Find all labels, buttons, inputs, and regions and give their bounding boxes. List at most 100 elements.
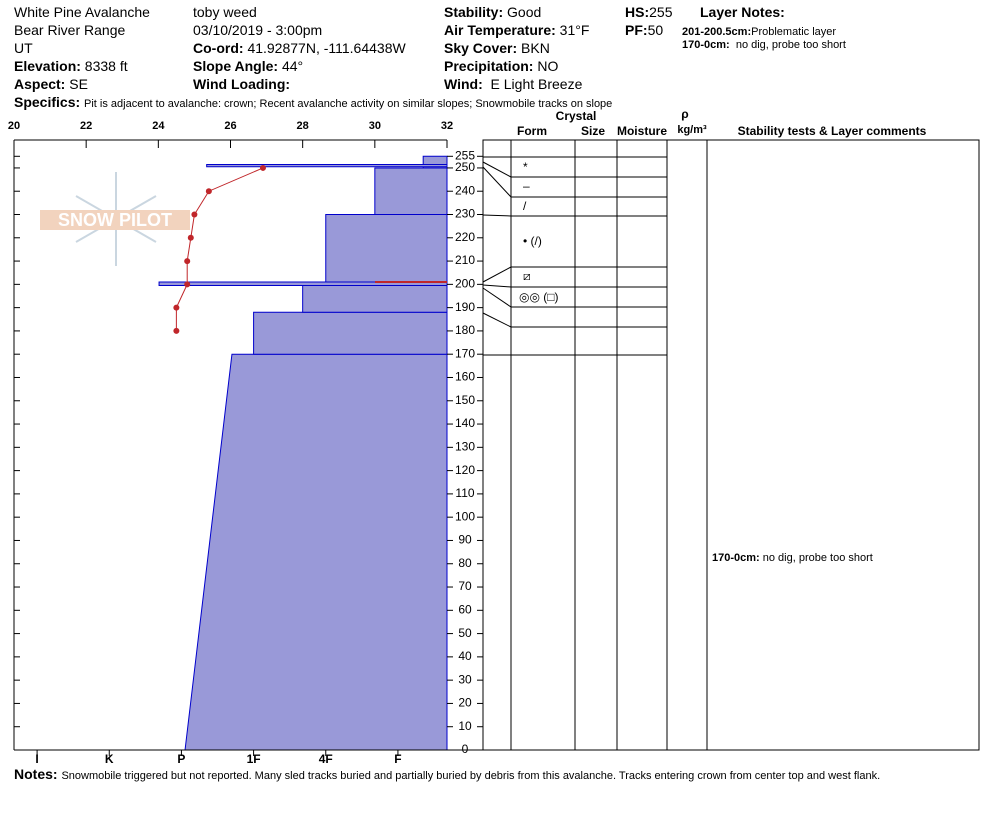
coord: Co-ord: 41.92877N, -111.64438W <box>193 40 406 56</box>
label: Sky Cover: <box>444 40 518 56</box>
temperature-point <box>191 211 198 218</box>
value: SE <box>69 76 88 92</box>
value: 44° <box>281 58 304 74</box>
range: Bear River Range <box>14 22 126 38</box>
y-tick-label: 250 <box>455 160 475 174</box>
form-symbol: – <box>523 179 530 193</box>
y-tick-label: 180 <box>455 323 475 337</box>
y-tick-label: 0 <box>462 742 469 756</box>
temperature-point <box>205 188 212 195</box>
label: Notes: <box>14 766 58 782</box>
hardness-tick-label: 1F <box>247 752 261 766</box>
value: Good <box>507 4 542 20</box>
text: Pit is adjacent to avalanche: crown; Rec… <box>84 98 613 110</box>
x-tick-label: 28 <box>297 120 309 132</box>
y-tick-label: 130 <box>455 440 475 454</box>
observer: toby weed <box>193 4 257 20</box>
header-density-unit: kg/m³ <box>677 124 707 136</box>
sky: Sky Cover: BKN <box>444 40 550 56</box>
frame <box>13 139 980 751</box>
hardness-tick-label: F <box>394 752 401 766</box>
temperature-point <box>184 281 191 288</box>
value: 31°F <box>559 22 590 38</box>
hardness-tick-label: K <box>105 752 114 766</box>
label: PF: <box>625 22 648 38</box>
layer-notes-title: Layer Notes: <box>700 4 785 20</box>
value: 255 <box>649 4 673 20</box>
header-moisture: Moisture <box>617 124 667 138</box>
y-tick-label: 160 <box>455 370 475 384</box>
y-tick-label: 80 <box>458 556 472 570</box>
hardness-layer <box>325 214 448 283</box>
elevation: Elevation: 8338 ft <box>14 58 128 74</box>
y-tick-label: 170 <box>455 346 475 360</box>
hardness-tick-label: I <box>35 752 38 766</box>
forms: * – / • (/) ⧄ ◎◎ (□) <box>519 160 559 304</box>
hardness-layer <box>302 281 448 313</box>
specifics: Specifics: Pit is adjacent to avalanche:… <box>14 94 612 112</box>
y-tick-label: 120 <box>455 463 475 477</box>
y-tick-label: 200 <box>455 277 475 291</box>
layer-comment: 170-0cm: no dig, probe too short <box>712 552 873 564</box>
label: Slope Angle: <box>193 58 279 74</box>
value: NO <box>537 58 559 74</box>
form-symbol: • (/) <box>523 234 542 248</box>
label: Specifics: <box>14 94 81 110</box>
y-tick-label: 90 <box>458 533 472 547</box>
hardness-layer <box>374 167 448 216</box>
hardness-layer <box>184 353 448 751</box>
state: UT <box>14 40 33 56</box>
layer-note: 201-200.5cm:Problematic layer <box>682 24 836 40</box>
x-tick-label: 32 <box>441 120 453 132</box>
text: no dig, probe too short <box>735 39 846 51</box>
x-tick-label: 20 <box>8 120 20 132</box>
hardness-layer <box>206 163 448 168</box>
y-tick-label: 110 <box>455 486 474 500</box>
header-crystal: Crystal <box>556 109 597 123</box>
range: 170-0cm: <box>712 552 760 564</box>
y-tick-label: 190 <box>455 300 475 314</box>
hardness-layer <box>253 311 448 355</box>
wind: Wind: E Light Breeze <box>444 76 582 92</box>
label: Elevation: <box>14 58 81 74</box>
x-tick-label: 24 <box>152 120 165 132</box>
text: Problematic layer <box>751 26 837 38</box>
y-tick-label: 50 <box>458 626 472 640</box>
value: BKN <box>521 40 550 56</box>
y-tick-label: 150 <box>455 393 475 407</box>
pf: PF:50 <box>625 22 663 38</box>
precip: Precipitation: NO <box>444 58 558 74</box>
header-comments: Stability tests & Layer comments <box>738 124 927 138</box>
y-tick-label: 10 <box>458 719 472 733</box>
hardness-tick-label: 4F <box>319 752 333 766</box>
y-tick-label: 20 <box>458 696 472 710</box>
hs: HS:255 <box>625 4 672 20</box>
layer-note: 170-0cm: no dig, probe too short <box>682 37 846 53</box>
y-tick-label: 255 <box>455 148 475 162</box>
temperature-line <box>175 167 264 331</box>
y-tick-label: 70 <box>458 579 472 593</box>
form-symbol: / <box>523 199 527 213</box>
y-tick-label: 210 <box>455 253 475 267</box>
temperature-point <box>173 304 180 311</box>
hardness-tick-label: P <box>177 752 185 766</box>
form-symbol: * <box>523 160 528 174</box>
label: Air Temperature: <box>444 22 556 38</box>
chart: SNOW PILOT Crystal Form Size Moisture ρ … <box>8 107 980 766</box>
y-tick-label: 230 <box>455 207 475 221</box>
y-tick-label: 140 <box>455 416 475 430</box>
label: Wind: <box>444 76 483 92</box>
datetime: 03/10/2019 - 3:00pm <box>193 22 323 38</box>
x-tick-label: 26 <box>224 120 236 132</box>
label: Co-ord: <box>193 40 244 56</box>
temperature-point <box>187 234 194 241</box>
y-tick-label: 60 <box>458 602 472 616</box>
range: 201-200.5cm: <box>682 26 752 38</box>
label: Wind Loading: <box>193 76 291 92</box>
location: White Pine Avalanche <box>14 4 150 20</box>
temperature-point <box>173 327 180 334</box>
stability: Stability: Good <box>444 4 541 20</box>
watermark-text: SNOW PILOT <box>58 210 172 230</box>
y-tick-label: 100 <box>455 509 475 523</box>
